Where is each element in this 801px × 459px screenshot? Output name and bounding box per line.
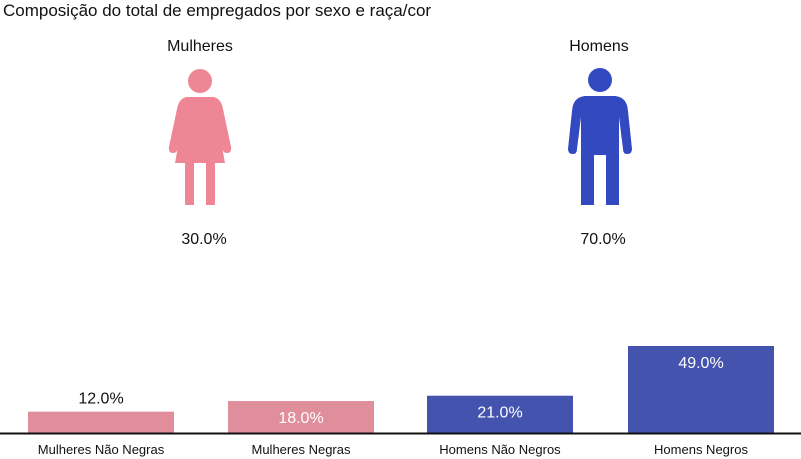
bar-3 (427, 395, 573, 433)
bar-value-label: 12.0% (78, 391, 123, 408)
category-label: Mulheres Negras (252, 442, 351, 457)
category-label: Mulheres Não Negras (38, 442, 165, 457)
bar-1 (28, 411, 174, 433)
men-percent: 70.0% (580, 231, 626, 248)
bar-value-label: 18.0% (278, 410, 323, 427)
women-label: Mulheres (167, 38, 233, 55)
women-percent: 30.0% (181, 231, 227, 248)
bar-4 (628, 346, 774, 433)
category-label: Homens Negros (654, 442, 748, 457)
men-label: Homens (569, 38, 629, 55)
woman-icon (168, 69, 232, 205)
chart-title: Composição do total de empregados por se… (3, 1, 432, 20)
bar-2 (228, 401, 374, 433)
bar-value-label: 49.0% (678, 355, 723, 372)
category-label: Homens Não Negros (439, 442, 561, 457)
man-icon (568, 68, 632, 205)
bar-value-label: 21.0% (477, 405, 522, 422)
